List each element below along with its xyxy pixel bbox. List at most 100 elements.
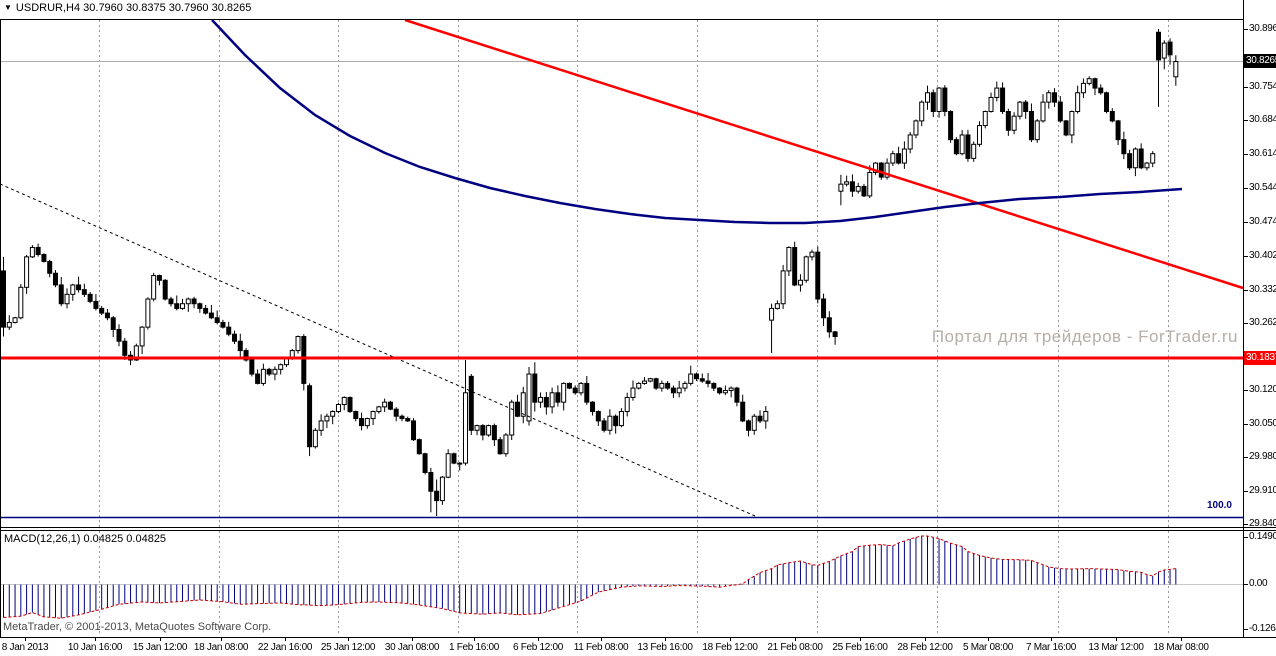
red-trendline[interactable] — [404, 18, 1244, 290]
candle-body — [226, 326, 232, 335]
candle-body — [168, 298, 174, 305]
candle-body — [1173, 61, 1179, 78]
candle-body — [335, 404, 341, 413]
price-tick-label: 0.14907 — [1249, 531, 1276, 542]
candle-body — [486, 425, 492, 436]
candle-body — [855, 186, 861, 192]
candle-body — [445, 453, 451, 478]
candle-body — [694, 373, 699, 380]
candle-body — [509, 401, 515, 436]
candle-body — [976, 125, 982, 145]
candle-body — [324, 415, 330, 422]
candle-body — [613, 415, 619, 427]
candle-body — [601, 420, 607, 431]
candle-body — [797, 279, 803, 286]
candle-body — [1144, 162, 1150, 169]
candle-body — [959, 134, 965, 155]
candle-body — [1063, 120, 1069, 136]
time-axis-label: 21 Feb 08:00 — [767, 642, 823, 653]
candle-body — [18, 286, 24, 319]
candle-body — [255, 373, 261, 384]
candle-body — [740, 401, 746, 422]
candle-body — [451, 453, 457, 464]
candle-body — [549, 392, 555, 408]
macd-signal-line — [3, 535, 1176, 619]
candle-body — [1156, 31, 1161, 61]
watermark: Портал для трейдеров - ForTrader.ru — [931, 327, 1238, 346]
candle-body — [376, 406, 382, 413]
candle-body — [249, 359, 255, 375]
price-tick-label: 30.8960 — [1249, 23, 1276, 34]
candle-body — [1034, 120, 1040, 141]
candle-body — [769, 307, 775, 321]
candle-body — [260, 368, 266, 384]
candle-body — [624, 396, 630, 413]
candle-body — [110, 317, 116, 331]
candle-body — [942, 87, 948, 113]
candle-body — [595, 411, 601, 422]
candle-body — [35, 246, 41, 255]
price-tick-label: 30.6140 — [1249, 148, 1276, 159]
candle-body — [1127, 153, 1133, 169]
candle-body — [1161, 42, 1167, 59]
candle-body — [81, 289, 87, 295]
symbol-dropdown-icon[interactable]: ▼ — [4, 3, 12, 12]
candle-body — [428, 471, 434, 492]
candle-body — [457, 462, 463, 465]
candle-body — [705, 380, 711, 384]
candle-body — [1023, 101, 1029, 113]
candle-body — [47, 261, 53, 274]
price-tick-label: 30.5440 — [1249, 182, 1276, 193]
candle-body — [948, 111, 954, 141]
candle-body — [1011, 115, 1017, 131]
candle-body — [399, 415, 405, 420]
price-tick-label: 30.3320 — [1249, 284, 1276, 295]
candle-body — [971, 143, 977, 159]
candle-body — [364, 418, 370, 427]
candle-body — [538, 396, 544, 403]
candle-body — [1098, 87, 1104, 94]
candle-body — [139, 326, 145, 347]
candle-body — [636, 382, 642, 389]
dashed-trendline[interactable] — [0, 183, 756, 517]
candle-body — [792, 246, 798, 286]
time-axis-label: 11 Feb 08:00 — [573, 642, 629, 653]
candle-body — [1132, 148, 1138, 169]
candle-body — [434, 490, 440, 502]
candle-body — [1, 270, 6, 328]
copyright: MetaTrader, © 2001-2013, MetaQuotes Soft… — [3, 621, 272, 633]
candle-body — [751, 415, 757, 431]
candle-body — [711, 382, 717, 389]
candle-body — [301, 336, 307, 384]
candle-body — [821, 298, 827, 319]
price-tick-label: 29.9100 — [1249, 485, 1276, 496]
candle-body — [526, 373, 532, 422]
candle-body — [393, 408, 399, 417]
candle-body — [566, 382, 572, 389]
candle-body — [1080, 82, 1086, 94]
candle-body — [832, 331, 838, 338]
candle-body — [520, 392, 526, 417]
candle-body — [104, 312, 110, 319]
candle-body — [405, 418, 411, 422]
candle-body — [312, 429, 318, 448]
candle-body — [6, 321, 12, 328]
candle-body — [642, 380, 648, 384]
candle-body — [873, 162, 879, 173]
symbol-info: ▼ USDRUR,H4 30.7960 30.8375 30.7960 30.82… — [4, 2, 251, 14]
candle-body — [745, 420, 751, 431]
candle-body — [572, 387, 578, 394]
candle-body — [468, 375, 474, 431]
candle-body — [543, 396, 549, 408]
candle-body — [1150, 153, 1156, 164]
candle-body — [1092, 78, 1098, 89]
time-axis-label: 6 Feb 12:00 — [512, 642, 564, 653]
candle-body — [913, 120, 919, 136]
price-tick-label: 0.00 — [1249, 578, 1268, 589]
time-axis-label: 15 Jan 12:00 — [132, 642, 188, 653]
candle-body — [757, 415, 763, 422]
candle-body — [480, 425, 486, 436]
candle-body — [503, 434, 509, 455]
candle-body — [1005, 111, 1011, 131]
